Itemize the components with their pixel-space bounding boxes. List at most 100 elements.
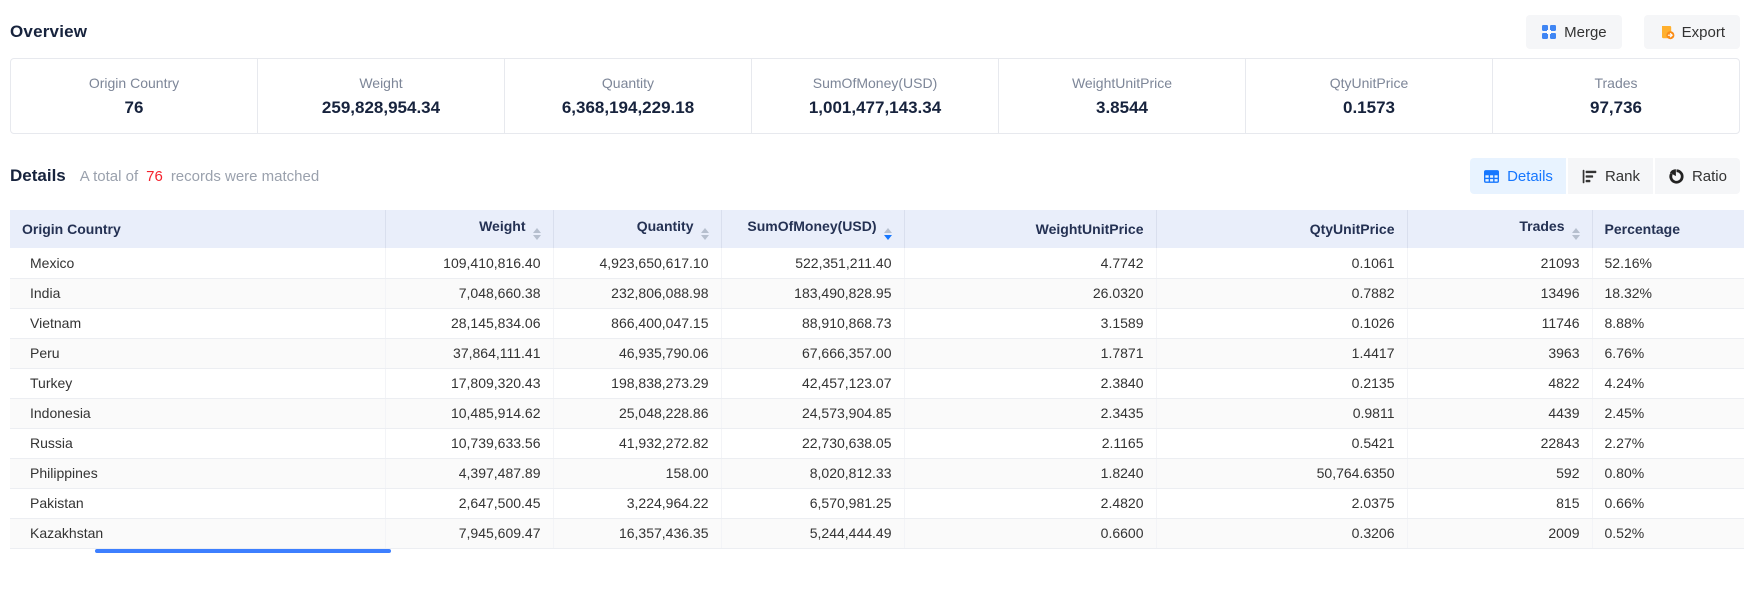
horizontal-scrollbar-thumb[interactable] (95, 549, 391, 553)
table-row-pakistan: Pakistan 2,647,500.45 3,224,964.22 6,570,98… (10, 488, 1744, 519)
stat-label: Quantity (601, 74, 655, 91)
cell-quantity: 41,932,272.82 (553, 428, 722, 459)
table-header-row: Origin Country Weight Quantity SumOfMoney(U… (10, 210, 1744, 248)
column-header-label: SumOfMoney(USD) (747, 218, 877, 234)
sort-carets-icon (532, 228, 541, 240)
column-header-sumofmoney-usd[interactable]: SumOfMoney(USD) (721, 210, 905, 248)
cell-weightunitprice: 2.3435 (904, 398, 1157, 429)
cell-origin-country: Russia (10, 428, 386, 459)
cell-trades: 592 (1407, 458, 1593, 489)
merge-icon (1541, 24, 1557, 40)
topbar-actions: Merge Export (1526, 15, 1740, 49)
cell-percentage: 2.27% (1592, 428, 1744, 459)
cell-percentage: 0.66% (1592, 488, 1744, 519)
cell-trades: 13496 (1407, 278, 1593, 309)
cell-qtyunitprice: 0.2135 (1156, 368, 1408, 399)
cell-weight: 109,410,816.40 (385, 248, 554, 279)
stat-trades: Trades 97,736 (1493, 59, 1739, 133)
stat-weightunitprice: WeightUnitPrice 3.8544 (999, 59, 1246, 133)
cell-quantity: 3,224,964.22 (553, 488, 722, 519)
table-row-turkey: Turkey 17,809,320.43 198,838,273.29 42,457,… (10, 368, 1744, 399)
cell-quantity: 866,400,047.15 (553, 308, 722, 339)
cell-trades: 2009 (1407, 518, 1593, 549)
cell-sumofmoney-usd: 67,666,357.00 (721, 338, 905, 369)
page: Overview Merge Export Origin Country 76 We… (8, 12, 1744, 549)
cell-trades: 21093 (1407, 248, 1593, 279)
cell-qtyunitprice: 0.3206 (1156, 518, 1408, 549)
cell-percentage: 8.88% (1592, 308, 1744, 339)
column-header-percentage: Percentage (1592, 210, 1744, 248)
details-table: Origin Country Weight Quantity SumOfMoney(U… (10, 210, 1744, 549)
ratio-icon (1668, 168, 1685, 185)
column-header-trades[interactable]: Trades (1407, 210, 1593, 248)
column-header-origin-country: Origin Country (10, 210, 386, 248)
merge-button-label: Merge (1564, 23, 1607, 41)
cell-origin-country: Indonesia (10, 398, 386, 429)
cell-sumofmoney-usd: 42,457,123.07 (721, 368, 905, 399)
cell-sumofmoney-usd: 183,490,828.95 (721, 278, 905, 309)
rank-icon (1581, 168, 1598, 185)
view-tab-label: Ratio (1691, 167, 1727, 185)
column-header-weight[interactable]: Weight (385, 210, 554, 248)
cell-trades: 11746 (1407, 308, 1593, 339)
column-header-weightunitprice: WeightUnitPrice (904, 210, 1157, 248)
sort-desc-icon (883, 235, 892, 240)
cell-quantity: 16,357,436.35 (553, 518, 722, 549)
merge-button[interactable]: Merge (1526, 15, 1622, 49)
cell-weight: 28,145,834.06 (385, 308, 554, 339)
cell-weightunitprice: 0.6600 (904, 518, 1157, 549)
column-header-label: QtyUnitPrice (1309, 221, 1395, 237)
cell-weightunitprice: 4.7742 (904, 248, 1157, 279)
cell-origin-country: Pakistan (10, 488, 386, 519)
stat-value: 259,828,954.34 (321, 97, 441, 117)
overview-topbar: Overview Merge Export (8, 12, 1742, 52)
column-header-label: Weight (479, 218, 526, 234)
cell-sumofmoney-usd: 522,351,211.40 (721, 248, 905, 279)
export-icon (1659, 24, 1675, 40)
match-suffix: records were matched (170, 168, 320, 185)
cell-weight: 37,864,111.41 (385, 338, 554, 369)
sort-asc-icon (1571, 228, 1580, 233)
cell-origin-country: Vietnam (10, 308, 386, 339)
cell-weight: 17,809,320.43 (385, 368, 554, 399)
column-header-label: Origin Country (22, 221, 121, 237)
table-row-kazakhstan: Kazakhstan 7,945,609.47 16,357,436.35 5,244… (10, 518, 1744, 549)
cell-weightunitprice: 1.7871 (904, 338, 1157, 369)
column-header-label: Percentage (1604, 221, 1680, 237)
cell-trades: 815 (1407, 488, 1593, 519)
cell-sumofmoney-usd: 6,570,981.25 (721, 488, 905, 519)
cell-sumofmoney-usd: 8,020,812.33 (721, 458, 905, 489)
export-button[interactable]: Export (1643, 15, 1740, 49)
cell-qtyunitprice: 0.9811 (1156, 398, 1408, 429)
stat-origin-country: Origin Country 76 (11, 59, 258, 133)
cell-percentage: 0.80% (1592, 458, 1744, 489)
column-header-label: Trades (1519, 218, 1565, 234)
cell-weight: 7,945,609.47 (385, 518, 554, 549)
table-row-peru: Peru 37,864,111.41 46,935,790.06 67,666,357… (10, 338, 1744, 369)
stat-quantity: Quantity 6,368,194,229.18 (505, 59, 752, 133)
cell-percentage: 0.52% (1592, 518, 1744, 549)
view-tab-rank[interactable]: Rank (1567, 158, 1653, 194)
sort-asc-icon (532, 228, 541, 233)
column-header-label: WeightUnitPrice (1035, 221, 1144, 237)
details-title: Details (10, 166, 66, 185)
sort-asc-icon (883, 228, 892, 233)
cell-qtyunitprice: 0.7882 (1156, 278, 1408, 309)
cell-weightunitprice: 26.0320 (904, 278, 1157, 309)
stat-label: WeightUnitPrice (1071, 74, 1173, 91)
cell-trades: 4822 (1407, 368, 1593, 399)
table-row-philippines: Philippines 4,397,487.89 158.00 8,020,812.3… (10, 458, 1744, 489)
view-tab-ratio[interactable]: Ratio (1654, 158, 1740, 194)
cell-percentage: 18.32% (1592, 278, 1744, 309)
stat-label: Weight (359, 74, 403, 91)
match-prefix: A total of (79, 168, 139, 185)
table-row-russia: Russia 10,739,633.56 41,932,272.82 22,730,6… (10, 428, 1744, 459)
stat-value: 0.1573 (1343, 97, 1395, 117)
cell-quantity: 232,806,088.98 (553, 278, 722, 309)
view-switcher: Details Rank Ratio (1470, 158, 1740, 194)
table-row-mexico: Mexico 109,410,816.40 4,923,650,617.10 522,… (10, 248, 1744, 279)
match-summary: A total of 76 records were matched (80, 168, 319, 185)
column-header-quantity[interactable]: Quantity (553, 210, 722, 248)
view-tab-details[interactable]: Details (1470, 158, 1566, 194)
details-bar: Details A total of 76 records were matched… (10, 158, 1740, 194)
